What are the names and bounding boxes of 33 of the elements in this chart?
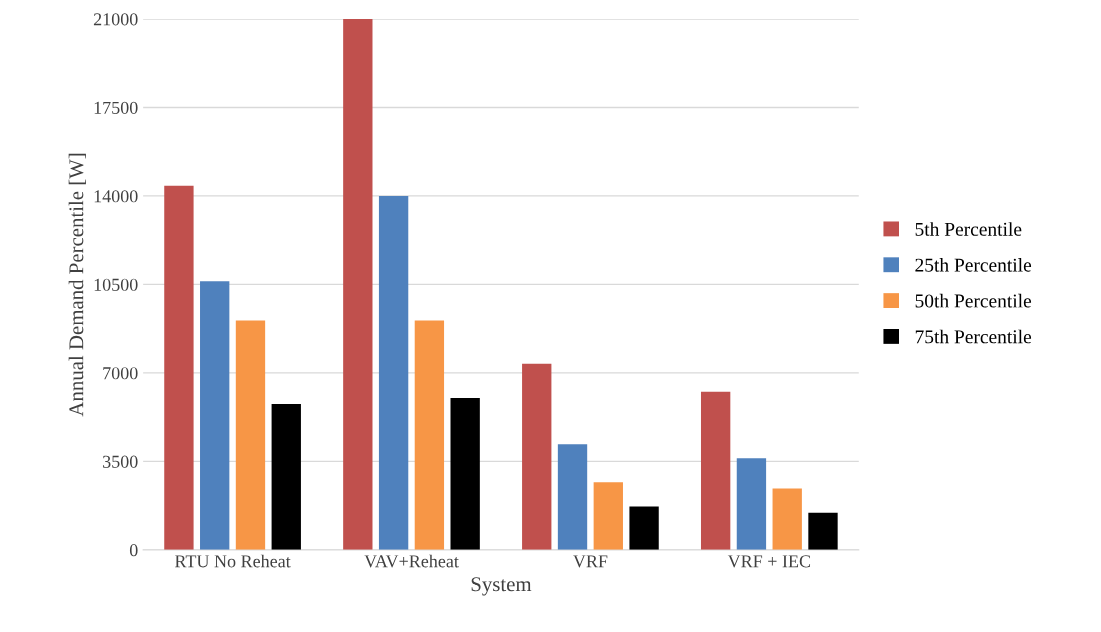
- x-tick-label: VAV+Reheat: [364, 554, 459, 568]
- bar: [700, 391, 731, 550]
- bar: [736, 458, 767, 550]
- bar: [593, 482, 623, 550]
- bar: [629, 506, 659, 550]
- y-tick-label: 17500: [94, 101, 138, 114]
- bar: [200, 281, 230, 550]
- bar: [164, 185, 194, 550]
- bar: [235, 320, 266, 550]
- bar: [522, 363, 552, 550]
- x-tick-label: RTU No Reheat: [174, 554, 291, 568]
- bar: [378, 195, 409, 550]
- y-tick-label: 0: [129, 544, 138, 557]
- legend-label: 75th Percentile: [915, 329, 1032, 344]
- bar: [450, 397, 480, 550]
- x-axis-title: System: [471, 577, 532, 596]
- bar: [808, 512, 838, 550]
- y-tick-label: 14000: [94, 190, 138, 203]
- legend-label: 50th Percentile: [915, 293, 1032, 308]
- bar: [557, 444, 588, 550]
- bar: [414, 320, 445, 550]
- y-tick-label: 10500: [94, 278, 138, 291]
- bar: [271, 403, 301, 550]
- legend-label: 5th Percentile: [915, 222, 1022, 236]
- y-axis-title: Annual Demand Percentile [W]: [68, 153, 86, 417]
- y-tick-label: 21000: [93, 13, 138, 26]
- x-tick-label: VRF + IEC: [727, 555, 811, 568]
- x-tick-label: VRF: [573, 555, 608, 568]
- bar: [772, 488, 802, 550]
- legend-label: 25th Percentile: [915, 258, 1032, 272]
- y-tick-label: 3500: [103, 455, 138, 468]
- y-tick-label: 7000: [103, 367, 138, 380]
- bar: [343, 18, 373, 550]
